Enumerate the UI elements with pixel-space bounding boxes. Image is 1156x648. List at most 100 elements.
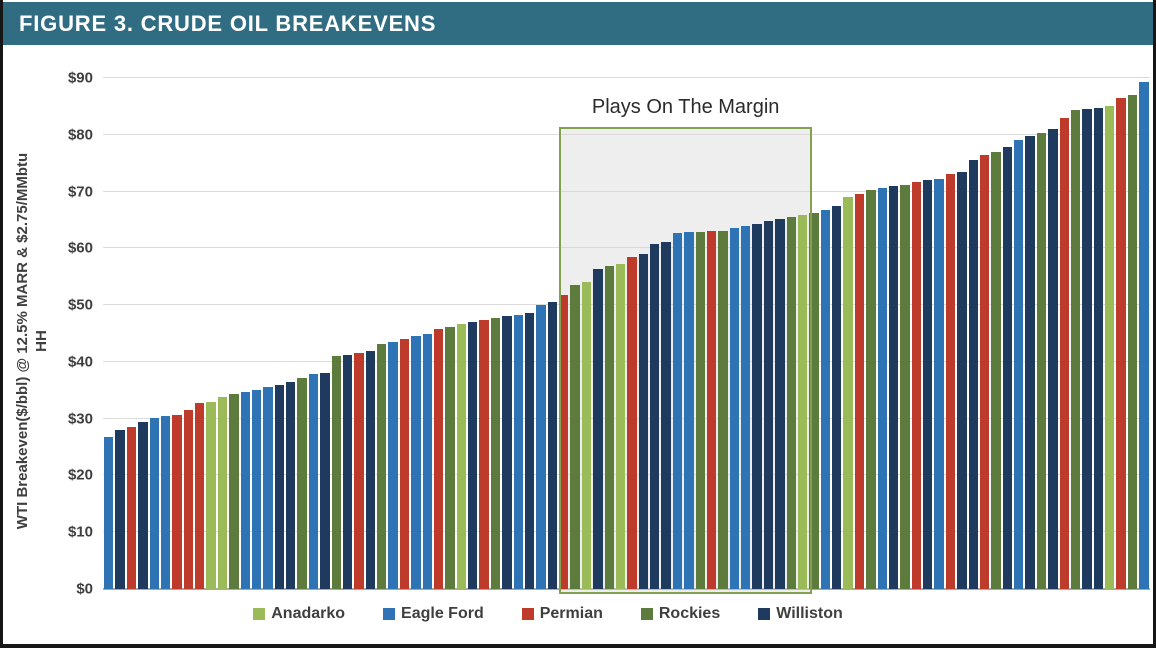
bar-eagle-ford — [411, 336, 421, 589]
bar-eagle-ford — [308, 374, 319, 589]
bar-williston — [1093, 107, 1103, 589]
bar-williston — [468, 322, 478, 589]
bar-williston — [342, 354, 353, 589]
x-axis-line — [103, 588, 1150, 590]
bar-williston — [1002, 147, 1012, 589]
bar-williston — [968, 160, 978, 589]
y-tick-label: $0 — [76, 580, 93, 598]
bar-anadarko — [206, 401, 216, 589]
gridline — [103, 190, 1150, 192]
legend-swatch-icon — [521, 608, 534, 620]
bar-anadarko — [843, 197, 853, 589]
bar-eagle-ford — [513, 314, 523, 589]
legend-item-anadarko: Anadarko — [253, 605, 345, 623]
bar-permian — [559, 295, 569, 589]
bar-permian — [945, 173, 956, 589]
y-axis-label-line1: WTI Breakeven($/bbl) @ 12.5% MARR & $2.7… — [14, 152, 31, 530]
bar-williston — [923, 180, 933, 589]
bar-eagle-ford — [104, 437, 114, 589]
bar-williston — [593, 268, 603, 589]
gridline — [103, 304, 1150, 306]
bar-williston — [1025, 135, 1035, 589]
bar-anadarko — [797, 214, 808, 589]
bar-williston — [115, 430, 125, 589]
bar-anadarko — [456, 324, 466, 589]
bar-anadarko — [615, 264, 626, 589]
bar-eagle-ford — [251, 390, 262, 589]
y-tick-label: $50 — [67, 296, 93, 314]
bar-eagle-ford — [1139, 81, 1149, 589]
bar-permian — [911, 182, 921, 589]
bar-williston — [274, 384, 284, 589]
bar-permian — [399, 339, 410, 589]
bar-williston — [365, 350, 375, 589]
legend-label: Williston — [776, 605, 843, 622]
legend-swatch-icon — [758, 608, 771, 620]
gridline — [103, 77, 1150, 78]
bar-permian — [1059, 117, 1069, 589]
bar-eagle-ford — [388, 342, 398, 589]
bar-eagle-ford — [684, 232, 694, 589]
bar-williston — [763, 220, 774, 589]
bar-williston — [832, 206, 842, 589]
bar-permian — [172, 415, 182, 589]
bar-rockies — [809, 212, 819, 589]
bar-rockies — [229, 393, 239, 589]
bar-permian — [1116, 97, 1126, 589]
y-tick-label: $10 — [67, 523, 93, 541]
bar-williston — [775, 218, 785, 589]
y-tick-label: $30 — [67, 410, 93, 428]
legend-item-rockies: Rockies — [640, 605, 721, 623]
bar-williston — [1048, 129, 1058, 589]
bar-williston — [661, 241, 671, 589]
plays-on-the-margin-box — [559, 127, 812, 594]
bar-permian — [979, 155, 990, 589]
bar-williston — [138, 422, 148, 589]
bar-williston — [547, 302, 557, 589]
gridline — [103, 531, 1150, 533]
bar-eagle-ford — [263, 386, 273, 589]
bar-eagle-ford — [160, 416, 171, 589]
bar-anadarko — [217, 397, 228, 589]
bar-eagle-ford — [877, 188, 887, 589]
bar-williston — [502, 316, 512, 589]
breakevens-bar-chart: WTI Breakeven($/bbl) @ 12.5% MARR & $2.7… — [3, 45, 1153, 644]
bar-williston — [638, 254, 648, 589]
bar-permian — [433, 328, 444, 589]
y-tick-label: $80 — [67, 126, 93, 144]
bar-williston — [957, 171, 967, 589]
gridline — [103, 247, 1150, 249]
bar-permian — [854, 193, 865, 589]
bar-rockies — [1127, 95, 1138, 589]
bar-permian — [354, 352, 364, 589]
gridline — [103, 417, 1150, 419]
gridline — [103, 133, 1150, 135]
bar-rockies — [991, 151, 1001, 589]
bar-eagle-ford — [1014, 140, 1024, 589]
bar-eagle-ford — [729, 228, 739, 589]
bar-rockies — [695, 231, 705, 589]
bar-eagle-ford — [422, 333, 432, 589]
legend-swatch-icon — [640, 608, 653, 620]
bar-anadarko — [1105, 106, 1115, 589]
gridline — [103, 360, 1150, 362]
bar-permian — [126, 427, 137, 589]
figure-header-bar: FIGURE 3. CRUDE OIL BREAKEVENS — [3, 2, 1153, 45]
plot-area: Plays On The Margin $0 $10 $20 $30 $40 $50 $60… — [68, 70, 1150, 598]
legend-swatch-icon — [253, 608, 266, 620]
bar-eagle-ford — [240, 391, 250, 589]
bar-williston — [286, 381, 296, 589]
legend-label: Rockies — [658, 605, 721, 622]
bar-rockies — [297, 377, 307, 589]
bar-eagle-ford — [820, 210, 830, 589]
bar-permian — [183, 409, 193, 589]
bar-williston — [1082, 108, 1092, 589]
y-tick-label: $40 — [67, 353, 93, 371]
bar-rockies — [786, 217, 796, 589]
bar-rockies — [445, 326, 455, 589]
legend-swatch-icon — [383, 608, 396, 620]
bar-permian — [479, 319, 489, 589]
bar-anadarko — [581, 281, 592, 589]
y-axis-label-line2: HH — [33, 330, 50, 352]
